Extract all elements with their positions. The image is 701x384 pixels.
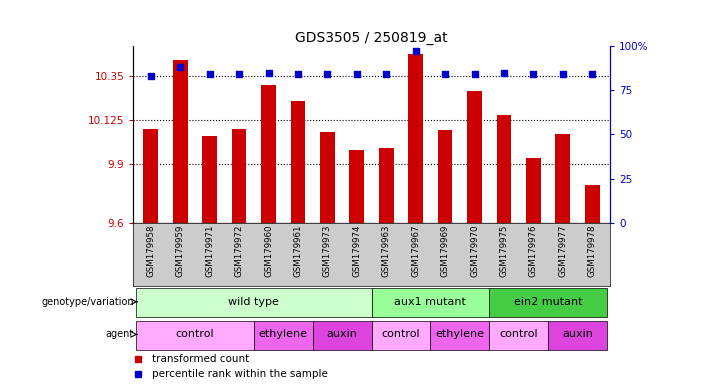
Bar — [430, 321, 489, 350]
Bar — [313, 321, 372, 350]
Text: GSM179976: GSM179976 — [529, 225, 538, 277]
Text: GSM179963: GSM179963 — [382, 225, 390, 277]
Bar — [232, 129, 247, 223]
Bar — [136, 288, 372, 317]
Text: GSM179967: GSM179967 — [411, 225, 420, 277]
Text: percentile rank within the sample: percentile rank within the sample — [152, 369, 328, 379]
Bar — [173, 60, 188, 223]
Bar — [489, 288, 607, 317]
Bar — [555, 134, 570, 223]
Text: ethylene: ethylene — [259, 329, 308, 339]
Text: transformed count: transformed count — [152, 354, 250, 364]
Bar — [585, 185, 599, 223]
Text: GSM179969: GSM179969 — [441, 225, 449, 277]
Text: control: control — [381, 329, 421, 339]
Text: GSM179958: GSM179958 — [147, 225, 156, 277]
Bar — [408, 54, 423, 223]
Text: genotype/variation: genotype/variation — [41, 297, 134, 307]
Bar — [136, 321, 254, 350]
Text: GSM179972: GSM179972 — [235, 225, 244, 277]
Bar — [261, 85, 276, 223]
Text: GSM179961: GSM179961 — [294, 225, 302, 277]
Text: GSM179978: GSM179978 — [587, 225, 597, 277]
Point — [440, 71, 451, 78]
Point — [292, 71, 304, 78]
Text: auxin: auxin — [562, 329, 593, 339]
Bar — [254, 321, 313, 350]
Point — [175, 64, 186, 70]
Bar — [496, 115, 511, 223]
Point — [204, 71, 215, 78]
Point — [410, 48, 421, 55]
Text: GSM179973: GSM179973 — [323, 225, 332, 277]
Text: ein2 mutant: ein2 mutant — [514, 297, 583, 307]
Point — [351, 71, 362, 78]
Point — [263, 70, 274, 76]
Text: auxin: auxin — [327, 329, 358, 339]
Bar — [350, 150, 365, 223]
Text: GSM179970: GSM179970 — [470, 225, 479, 277]
Text: wild type: wild type — [229, 297, 279, 307]
Bar — [489, 321, 548, 350]
Point — [233, 71, 245, 78]
Point — [528, 71, 539, 78]
Point — [469, 71, 480, 78]
Text: GSM179971: GSM179971 — [205, 225, 215, 277]
Bar — [372, 321, 430, 350]
Point — [381, 71, 392, 78]
Point — [322, 71, 333, 78]
Bar — [291, 101, 306, 223]
Bar — [548, 321, 607, 350]
Text: control: control — [499, 329, 538, 339]
Text: GSM179974: GSM179974 — [353, 225, 361, 277]
Point — [498, 70, 510, 76]
Bar — [379, 148, 393, 223]
Point — [145, 73, 156, 79]
Bar — [320, 132, 335, 223]
Text: GSM179977: GSM179977 — [558, 225, 567, 277]
Bar — [467, 91, 482, 223]
Point — [587, 71, 598, 78]
Bar — [437, 131, 452, 223]
Bar — [203, 136, 217, 223]
Text: GSM179975: GSM179975 — [499, 225, 508, 277]
Text: GSM179959: GSM179959 — [176, 225, 185, 277]
Bar — [144, 129, 158, 223]
Bar — [372, 288, 489, 317]
Text: ethylene: ethylene — [435, 329, 484, 339]
Text: aux1 mutant: aux1 mutant — [395, 297, 466, 307]
Text: agent: agent — [106, 329, 134, 339]
Bar — [526, 158, 540, 223]
Text: GSM179960: GSM179960 — [264, 225, 273, 277]
Text: control: control — [176, 329, 215, 339]
Point — [557, 71, 569, 78]
Title: GDS3505 / 250819_at: GDS3505 / 250819_at — [295, 31, 448, 45]
